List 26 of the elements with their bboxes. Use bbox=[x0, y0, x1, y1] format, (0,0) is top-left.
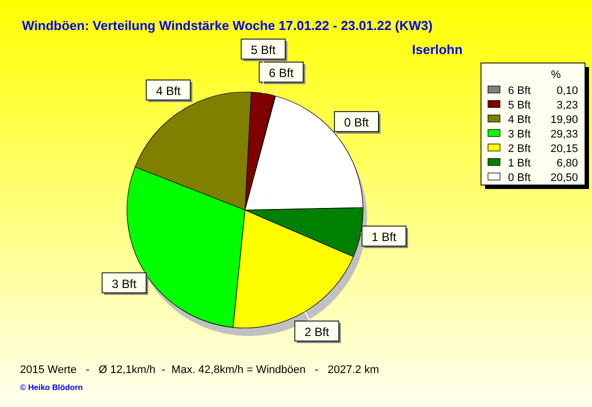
legend-label: 6 Bft bbox=[508, 85, 531, 97]
slice-label: 3 Bft bbox=[112, 276, 138, 291]
legend-label: 5 Bft bbox=[508, 100, 531, 112]
data-label: 6,80 bbox=[556, 158, 578, 170]
slice-label: 2 Bft bbox=[304, 325, 330, 340]
legend-label: 2 Bft bbox=[508, 143, 531, 155]
slice-label: 6 Bft bbox=[268, 66, 294, 80]
data-label: 20,50 bbox=[550, 172, 578, 184]
chart-title: Windböen: Verteilung Windstärke Woche 17.01.22 - 23.01.22 (KW3) bbox=[22, 18, 433, 33]
legend-title: % bbox=[551, 69, 561, 81]
legend-label: 4 Bft bbox=[508, 114, 531, 126]
data-label: 20,15 bbox=[550, 143, 578, 155]
data-label: 19,90 bbox=[550, 114, 578, 126]
text: © Heiko Blödorn bbox=[20, 383, 83, 392]
slice-label: 5 Bft bbox=[250, 43, 276, 58]
legend-label: 3 Bft bbox=[508, 128, 531, 140]
slice-label: 0 Bft bbox=[344, 116, 370, 130]
data-label: 29,33 bbox=[550, 128, 578, 140]
legend-label: 1 Bft bbox=[508, 158, 531, 170]
slice-label: 4 Bft bbox=[156, 84, 182, 98]
chart-subtitle: Iserlohn bbox=[412, 42, 463, 57]
data-label: 3,23 bbox=[556, 100, 578, 112]
slice-label: 1 Bft bbox=[372, 230, 397, 244]
legend-label: 0 Bft bbox=[508, 172, 531, 184]
data-label: 0,10 bbox=[556, 85, 578, 97]
text: 2015 Werte - Ø 12,1km/h - Max. 42,8km/h = Windböen - 2027.2 km bbox=[20, 364, 379, 376]
